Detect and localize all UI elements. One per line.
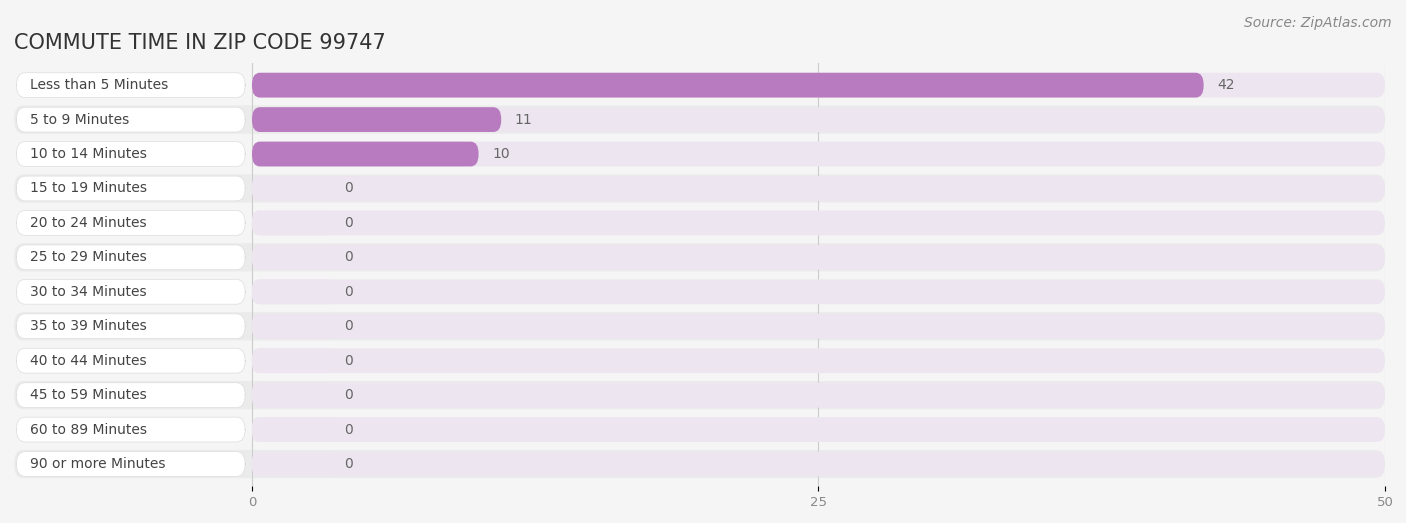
FancyBboxPatch shape [17,383,245,407]
Text: 20 to 24 Minutes: 20 to 24 Minutes [30,216,146,230]
FancyBboxPatch shape [14,71,1385,99]
FancyBboxPatch shape [17,348,245,373]
FancyBboxPatch shape [17,417,245,442]
Text: 90 or more Minutes: 90 or more Minutes [30,457,166,471]
FancyBboxPatch shape [252,348,335,373]
FancyBboxPatch shape [252,211,335,235]
FancyBboxPatch shape [17,73,245,98]
Text: 0: 0 [344,319,353,333]
FancyBboxPatch shape [14,278,1385,306]
Text: 0: 0 [344,216,353,230]
Text: 10 to 14 Minutes: 10 to 14 Minutes [30,147,146,161]
Text: 0: 0 [344,181,353,196]
Text: 0: 0 [344,388,353,402]
Text: 5 to 9 Minutes: 5 to 9 Minutes [30,112,129,127]
FancyBboxPatch shape [252,451,335,476]
Text: 25 to 29 Minutes: 25 to 29 Minutes [30,251,146,264]
Text: 40 to 44 Minutes: 40 to 44 Minutes [30,354,146,368]
FancyBboxPatch shape [252,383,1385,407]
Text: Less than 5 Minutes: Less than 5 Minutes [30,78,169,92]
FancyBboxPatch shape [17,176,245,201]
FancyBboxPatch shape [17,314,245,338]
FancyBboxPatch shape [14,106,1385,134]
Text: 0: 0 [344,354,353,368]
FancyBboxPatch shape [17,107,245,132]
FancyBboxPatch shape [252,176,335,201]
FancyBboxPatch shape [17,245,245,270]
FancyBboxPatch shape [252,279,335,304]
Text: 0: 0 [344,423,353,437]
Text: 45 to 59 Minutes: 45 to 59 Minutes [30,388,146,402]
FancyBboxPatch shape [252,314,1385,338]
FancyBboxPatch shape [252,211,1385,235]
Text: 15 to 19 Minutes: 15 to 19 Minutes [30,181,146,196]
Text: 0: 0 [344,251,353,264]
FancyBboxPatch shape [17,142,245,166]
Text: 10: 10 [492,147,510,161]
FancyBboxPatch shape [252,107,501,132]
FancyBboxPatch shape [252,245,335,270]
FancyBboxPatch shape [17,279,245,304]
FancyBboxPatch shape [252,142,1385,166]
Text: 0: 0 [344,457,353,471]
FancyBboxPatch shape [14,347,1385,375]
FancyBboxPatch shape [252,417,1385,442]
FancyBboxPatch shape [252,348,1385,373]
FancyBboxPatch shape [14,381,1385,409]
FancyBboxPatch shape [14,140,1385,168]
FancyBboxPatch shape [17,211,245,235]
Text: 35 to 39 Minutes: 35 to 39 Minutes [30,319,146,333]
FancyBboxPatch shape [252,142,478,166]
FancyBboxPatch shape [252,279,1385,304]
Text: 60 to 89 Minutes: 60 to 89 Minutes [30,423,146,437]
FancyBboxPatch shape [252,176,1385,201]
Text: Source: ZipAtlas.com: Source: ZipAtlas.com [1244,16,1392,30]
FancyBboxPatch shape [14,415,1385,444]
FancyBboxPatch shape [252,73,1204,98]
Text: COMMUTE TIME IN ZIP CODE 99747: COMMUTE TIME IN ZIP CODE 99747 [14,33,385,53]
FancyBboxPatch shape [14,312,1385,340]
FancyBboxPatch shape [252,314,335,338]
Text: 0: 0 [344,285,353,299]
FancyBboxPatch shape [252,451,1385,476]
FancyBboxPatch shape [252,383,335,407]
FancyBboxPatch shape [17,451,245,476]
FancyBboxPatch shape [14,450,1385,478]
FancyBboxPatch shape [252,107,1385,132]
FancyBboxPatch shape [252,73,1385,98]
FancyBboxPatch shape [14,243,1385,271]
FancyBboxPatch shape [14,209,1385,237]
FancyBboxPatch shape [14,174,1385,202]
FancyBboxPatch shape [252,417,335,442]
Text: 11: 11 [515,112,533,127]
FancyBboxPatch shape [252,245,1385,270]
Text: 42: 42 [1218,78,1234,92]
Text: 30 to 34 Minutes: 30 to 34 Minutes [30,285,146,299]
